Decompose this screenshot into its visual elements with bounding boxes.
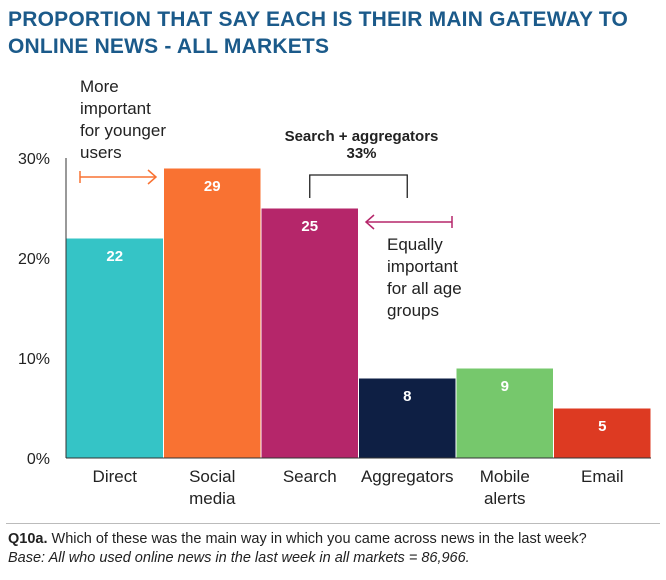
footnote-divider bbox=[6, 523, 660, 524]
x-tick-label: Mobile bbox=[480, 467, 530, 486]
bar bbox=[260, 207, 359, 459]
annotation-equal-text: groups bbox=[387, 301, 439, 320]
bar bbox=[553, 407, 652, 459]
question-text: Which of these was the main way in which… bbox=[47, 531, 587, 547]
y-tick-label: 20% bbox=[18, 251, 50, 268]
bracket-label: Search + aggregators bbox=[285, 128, 439, 145]
x-tick-label: Direct bbox=[93, 467, 138, 486]
footnote-base: Base: All who used online news in the la… bbox=[8, 549, 663, 568]
x-tick-label: Email bbox=[581, 467, 624, 486]
annotation-younger-text: for younger bbox=[80, 121, 166, 140]
data-label: 9 bbox=[501, 378, 509, 395]
base-text: Base: All who used online news in the la… bbox=[8, 550, 470, 566]
x-tick-label: Search bbox=[283, 467, 337, 486]
question-code: Q10a. bbox=[8, 531, 48, 547]
chart-title-line-1: PROPORTION THAT SAY EACH IS THEIR MAIN G… bbox=[8, 8, 629, 31]
annotation-younger-text: More bbox=[80, 77, 119, 96]
bar bbox=[358, 377, 457, 459]
y-tick-label: 30% bbox=[18, 151, 50, 168]
data-label: 29 bbox=[204, 178, 221, 195]
data-label: 22 bbox=[106, 248, 123, 265]
annotation-equal-text: for all age bbox=[387, 279, 462, 298]
bar-chart: 0% 10% 20% 30% 22 Direct 29 Social media 25 Search… bbox=[18, 77, 652, 508]
data-label: 8 bbox=[403, 388, 411, 405]
bar bbox=[65, 237, 164, 459]
data-label: 5 bbox=[598, 418, 606, 435]
bar bbox=[163, 167, 262, 459]
chart-title: PROPORTION THAT SAY EACH IS THEIR MAIN G… bbox=[8, 6, 658, 60]
annotation-equal-text: Equally bbox=[387, 235, 443, 254]
annotation-younger-text: users bbox=[80, 143, 122, 162]
footnote-question: Q10a. Which of these was the main way in… bbox=[8, 530, 663, 549]
annotation-younger-text: important bbox=[80, 99, 151, 118]
x-tick-label: Aggregators bbox=[361, 467, 454, 486]
annotation-equal-text: important bbox=[387, 257, 458, 276]
x-tick-label: Social bbox=[189, 467, 235, 486]
chart-title-line-2: ONLINE NEWS - ALL MARKETS bbox=[8, 35, 330, 58]
bracket-line bbox=[309, 174, 408, 198]
younger-arrow-head bbox=[147, 169, 158, 185]
data-label: 25 bbox=[301, 218, 318, 235]
footnote: Q10a. Which of these was the main way in… bbox=[8, 530, 663, 568]
y-tick-label: 0% bbox=[27, 451, 50, 468]
bracket-value: 33% bbox=[346, 145, 376, 162]
y-tick-label: 10% bbox=[18, 351, 50, 368]
x-tick-label: media bbox=[189, 489, 236, 508]
x-tick-label: alerts bbox=[484, 489, 526, 508]
